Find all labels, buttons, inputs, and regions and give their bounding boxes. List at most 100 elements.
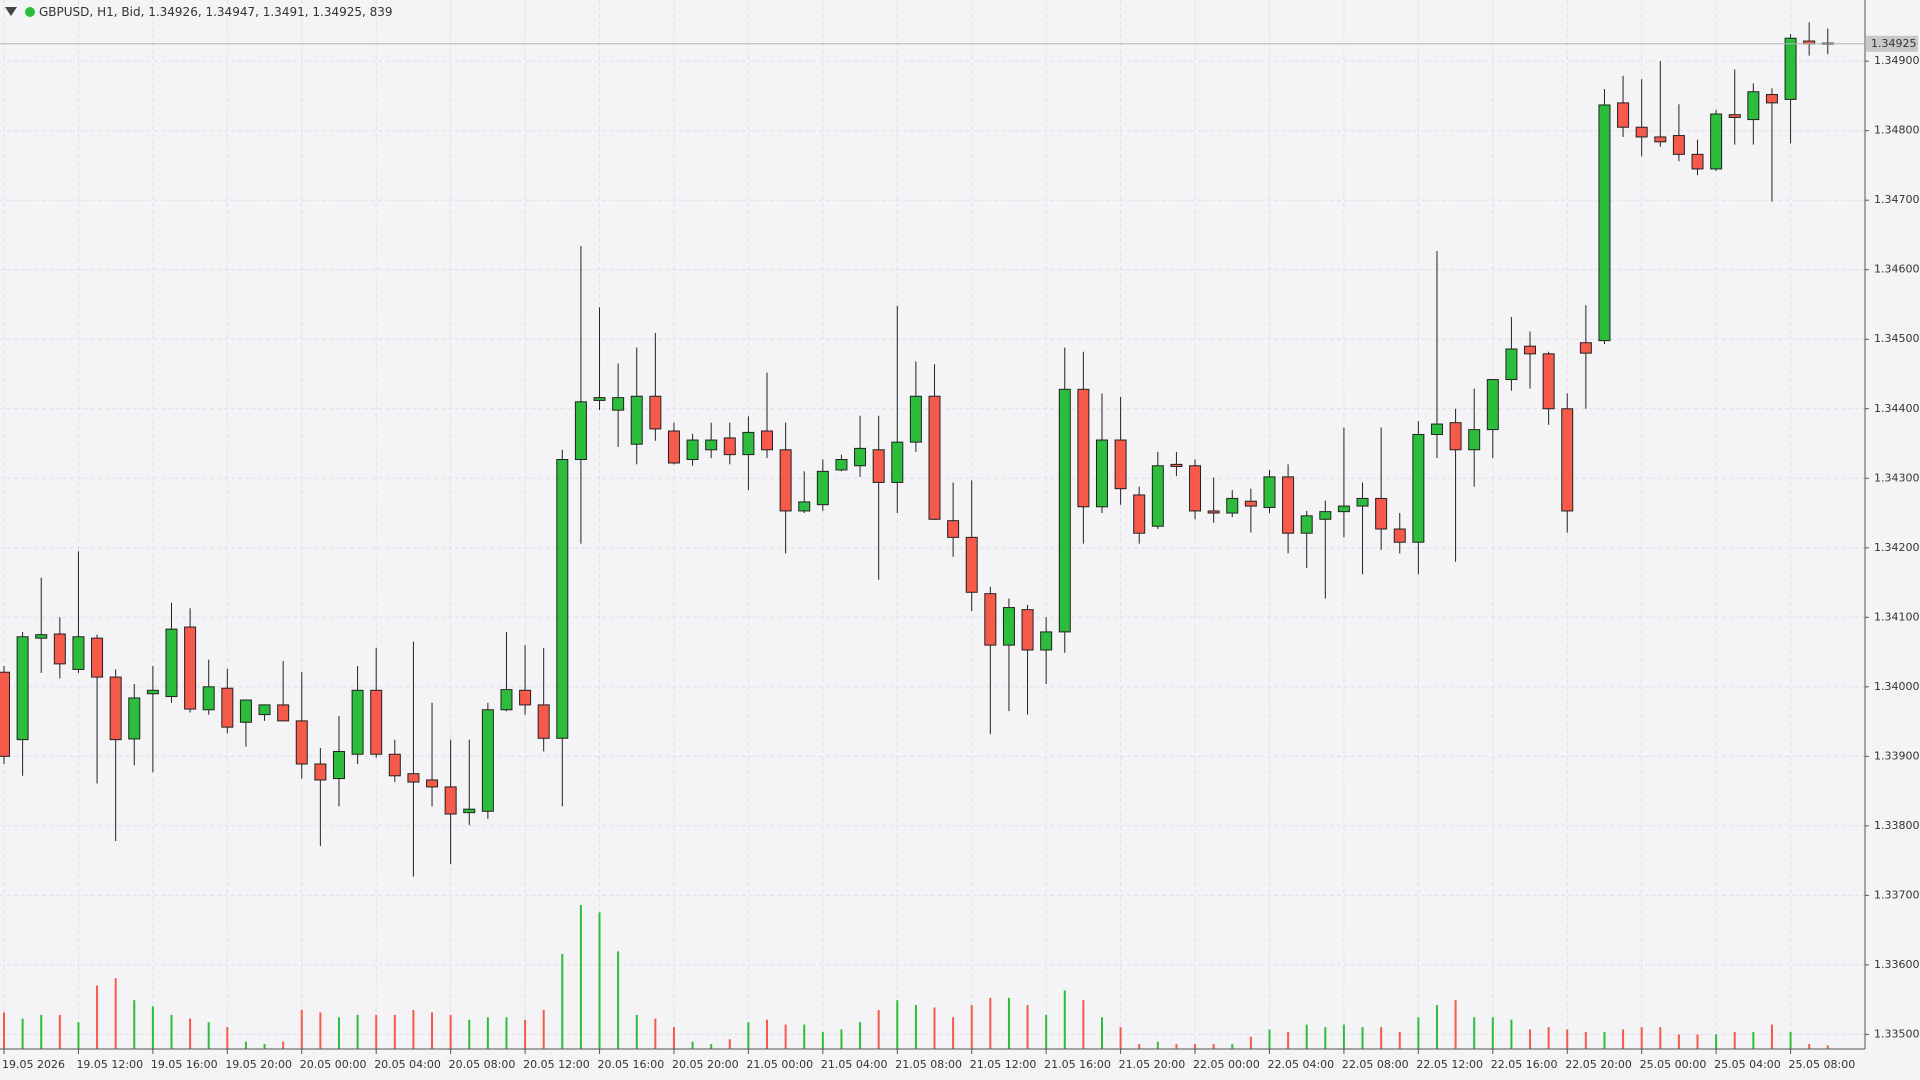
candle-body	[1058, 388, 1071, 633]
candle-body	[277, 704, 290, 722]
y-tick-label: 1.33900	[1874, 749, 1920, 762]
candle-body	[1505, 348, 1518, 381]
y-tick-label: 1.34200	[1874, 541, 1920, 554]
candle-body	[1393, 528, 1406, 543]
candle-body	[928, 395, 941, 520]
candle-body	[1282, 476, 1295, 534]
y-tick-label: 1.34300	[1874, 471, 1920, 484]
candle-body	[1263, 476, 1276, 508]
candle-body	[1040, 631, 1053, 651]
x-tick-label: 21.05 12:00	[970, 1058, 1037, 1071]
last-price-label: 1.34925	[1871, 37, 1917, 50]
candle-body	[146, 689, 159, 695]
low: 1.3491	[263, 5, 305, 19]
last-price-box	[1866, 35, 1918, 52]
candle-body	[574, 401, 587, 461]
candle-body	[91, 637, 104, 678]
candle-body	[667, 430, 680, 464]
candle-body	[705, 439, 718, 451]
candle-body	[1747, 91, 1760, 121]
x-tick-label: 20.05 04:00	[374, 1058, 441, 1071]
timeframe: H1	[97, 5, 114, 19]
candle-body	[1375, 497, 1388, 530]
x-tick-label: 19.05 20:00	[225, 1058, 292, 1071]
x-tick-label: 22.05 08:00	[1342, 1058, 1409, 1071]
candle-body	[295, 720, 308, 765]
candle-body	[1579, 342, 1592, 354]
candle-body	[779, 449, 792, 512]
volumes	[3, 905, 1829, 1049]
candle-body	[1486, 379, 1499, 431]
candle-body	[1449, 422, 1462, 451]
candle-body	[630, 395, 643, 445]
y-tick-label: 1.34800	[1874, 124, 1920, 137]
candle-body	[1728, 114, 1741, 118]
candle-body	[1617, 102, 1630, 128]
y-tick-label: 1.34500	[1874, 332, 1920, 345]
y-tick-label: 1.34100	[1874, 610, 1920, 623]
x-tick-label: 20.05 12:00	[523, 1058, 590, 1071]
candle-body	[556, 459, 569, 739]
candle-body	[1524, 345, 1537, 355]
candle-body	[649, 395, 662, 430]
candle-body	[1468, 429, 1481, 451]
candle-body	[258, 704, 271, 716]
high: 1.34947	[205, 5, 255, 19]
candle-body	[16, 636, 29, 741]
candle-body	[1133, 494, 1146, 534]
candle-body	[1319, 511, 1332, 520]
y-tick-label: 1.33800	[1874, 819, 1920, 832]
candle-body	[463, 808, 476, 814]
candle-body	[1710, 113, 1723, 170]
candle-body	[816, 470, 829, 506]
y-tick-label: 1.34700	[1874, 193, 1920, 206]
y-tick-label: 1.33700	[1874, 888, 1920, 901]
candle-body	[444, 786, 457, 815]
symbol: GBPUSD	[39, 5, 89, 19]
x-tick-label: 21.05 00:00	[746, 1058, 813, 1071]
candle-body	[407, 773, 420, 783]
candle-body	[612, 397, 625, 411]
x-tick-label: 25.05 00:00	[1640, 1058, 1707, 1071]
open: 1.34926	[148, 5, 198, 19]
y-tick-label: 1.34600	[1874, 263, 1920, 276]
candle-body	[1095, 439, 1108, 508]
candle-body	[537, 704, 550, 739]
candle-body	[72, 636, 85, 670]
candle-body	[1765, 94, 1778, 104]
candle-body	[1189, 465, 1202, 512]
candle-body	[1226, 497, 1239, 514]
candle-body	[1021, 609, 1034, 651]
candle-body	[761, 430, 774, 451]
candle-body	[1002, 607, 1015, 646]
candle-body	[742, 431, 755, 456]
candle-body	[965, 536, 978, 593]
x-tick-label: 20.05 16:00	[598, 1058, 665, 1071]
x-tick-label: 21.05 04:00	[821, 1058, 888, 1071]
y-tick-label: 1.33500	[1874, 1027, 1920, 1040]
volume: 839	[370, 5, 393, 19]
candle-body	[239, 699, 252, 723]
close: 1.34925	[312, 5, 362, 19]
candle-body	[1561, 408, 1574, 512]
candle-body	[1337, 505, 1350, 513]
candle-body	[1542, 353, 1555, 410]
candle-body	[370, 689, 383, 755]
candle-body	[351, 689, 364, 755]
x-tick-label: 21.05 16:00	[1044, 1058, 1111, 1071]
candle-body	[854, 447, 867, 467]
candle-body	[1207, 510, 1220, 514]
candle-body	[1077, 388, 1090, 508]
x-tick-label: 20.05 00:00	[300, 1058, 367, 1071]
candle-body	[1244, 500, 1257, 507]
candle-body	[109, 676, 122, 741]
x-tick-label: 20.05 08:00	[449, 1058, 516, 1071]
candle-body	[835, 459, 848, 471]
y-tick-label: 1.34000	[1874, 680, 1920, 693]
chart-header: GBPUSD, H1, Bid, 1.34926, 1.34947, 1.349…	[5, 5, 393, 19]
x-tick-label: 19.05 12:00	[76, 1058, 143, 1071]
candle-body	[1691, 153, 1704, 170]
menu-arrow[interactable]	[5, 7, 17, 16]
